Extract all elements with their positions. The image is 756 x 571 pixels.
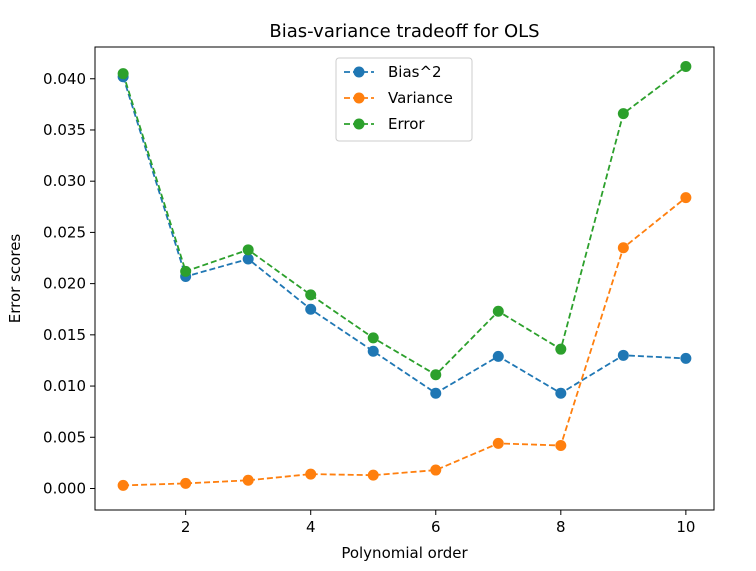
data-point-bias-2 (242, 253, 254, 265)
data-point-error (430, 369, 442, 381)
data-point-variance (117, 479, 129, 491)
y-tick-label: 0.015 (43, 326, 86, 344)
data-point-bias-2 (680, 352, 692, 364)
legend-swatch-marker (353, 92, 365, 104)
series-bias-2 (117, 71, 692, 399)
y-axis: 0.000 0.005 0.010 0.015 0.020 0.025 0.030 0.035… (43, 70, 95, 497)
data-point-variance (367, 469, 379, 481)
data-point-variance (492, 437, 504, 449)
legend-swatch-marker (353, 66, 365, 78)
data-point-error (555, 343, 567, 355)
y-axis-title: Error scores (6, 234, 24, 324)
data-point-variance (430, 464, 442, 476)
data-point-bias-2 (430, 387, 442, 399)
data-point-bias-2 (305, 303, 317, 315)
legend-item-variance: Variance (344, 89, 453, 107)
legend-label: Variance (388, 89, 453, 107)
data-point-error (680, 60, 692, 72)
data-point-bias-2 (555, 387, 567, 399)
y-tick-label: 0.030 (43, 172, 86, 190)
y-tick-label: 0.010 (43, 377, 86, 395)
legend-item-error: Error (344, 115, 425, 133)
x-tick-label: 6 (431, 518, 441, 536)
data-point-variance (180, 477, 192, 489)
chart-title: Bias-variance tradeoff for OLS (269, 21, 539, 42)
series-error (117, 60, 692, 381)
y-tick-label: 0.000 (43, 479, 86, 497)
y-tick-label: 0.005 (43, 428, 86, 446)
data-point-bias-2 (617, 349, 629, 361)
legend-box (335, 57, 473, 142)
plot-area (94, 46, 715, 511)
x-tick-label: 8 (556, 518, 566, 536)
y-tick-label: 0.035 (43, 121, 86, 139)
data-point-variance (555, 439, 567, 451)
data-point-error (117, 68, 129, 80)
data-point-error (367, 332, 379, 344)
x-axis-title: Polynomial order (341, 544, 468, 562)
y-tick-label: 0.025 (43, 223, 86, 241)
data-point-error (242, 244, 254, 256)
y-tick-label: 0.040 (43, 70, 86, 88)
data-point-variance (617, 242, 629, 254)
y-tick-label: 0.020 (43, 275, 86, 293)
series-variance (117, 192, 692, 491)
legend-swatch-marker (353, 118, 365, 130)
legend-label: Bias^2 (388, 63, 442, 81)
data-point-error (617, 108, 629, 120)
series-line-error (122, 65, 687, 376)
data-point-error (180, 265, 192, 277)
series-layer (117, 60, 692, 491)
series-line-variance (123, 196, 687, 487)
legend-item-bias-2: Bias^2 (344, 63, 442, 81)
data-point-variance (680, 192, 692, 204)
data-point-bias-2 (492, 350, 504, 362)
x-tick-label: 2 (181, 518, 191, 536)
series-line-bias-2 (122, 76, 686, 395)
data-point-variance (305, 468, 317, 480)
data-point-bias-2 (367, 345, 379, 357)
data-point-variance (242, 474, 254, 486)
data-point-error (492, 305, 504, 317)
data-point-error (305, 289, 317, 301)
x-axis: 2 4 6 8 10 (181, 510, 695, 536)
legend: Bias^2 Variance Error (335, 57, 473, 142)
legend-label: Error (388, 115, 425, 133)
plot-frame (94, 46, 715, 511)
x-tick-label: 10 (676, 518, 695, 536)
x-tick-label: 4 (306, 518, 316, 536)
